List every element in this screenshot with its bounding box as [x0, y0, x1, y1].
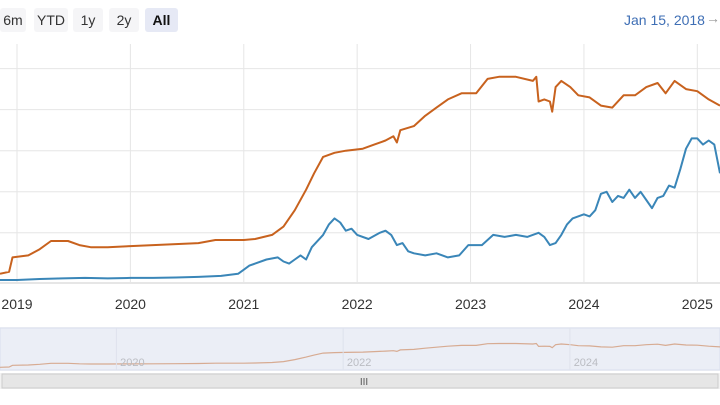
range-selector: 6m YTD 1y 2y All: [0, 8, 720, 32]
x-tick-label: 2019: [1, 296, 32, 312]
x-tick-label: 2024: [568, 296, 599, 312]
navigator-mask: [0, 328, 720, 370]
range-button-6m[interactable]: 6m: [0, 8, 26, 32]
series-line-orange[interactable]: [0, 75, 720, 275]
x-tick-label: 2025: [682, 296, 713, 312]
range-button-1y[interactable]: 1y: [73, 8, 103, 32]
x-tick-label: 2021: [228, 296, 259, 312]
scrollbar-thumb[interactable]: [1, 373, 719, 389]
date-arrow-icon: →: [706, 10, 720, 26]
x-axis: 2019 2020 2021 2022 2023 2024 2025: [1, 296, 713, 312]
grid: [0, 44, 720, 284]
series-layer: [0, 75, 720, 281]
series-line-blue[interactable]: [0, 137, 720, 281]
scrollbar[interactable]: III: [0, 373, 720, 389]
range-button-ytd[interactable]: YTD: [34, 8, 68, 32]
range-button-all[interactable]: All: [145, 8, 178, 32]
start-date-input[interactable]: Jan 15, 2018: [624, 12, 705, 28]
x-tick-label: 2023: [455, 296, 486, 312]
range-button-2y[interactable]: 2y: [109, 8, 139, 32]
navigator[interactable]: 202020222024: [0, 327, 720, 371]
x-tick-label: 2022: [342, 296, 373, 312]
x-tick-label: 2020: [115, 296, 146, 312]
scrollbar-grip[interactable]: III: [360, 377, 368, 388]
